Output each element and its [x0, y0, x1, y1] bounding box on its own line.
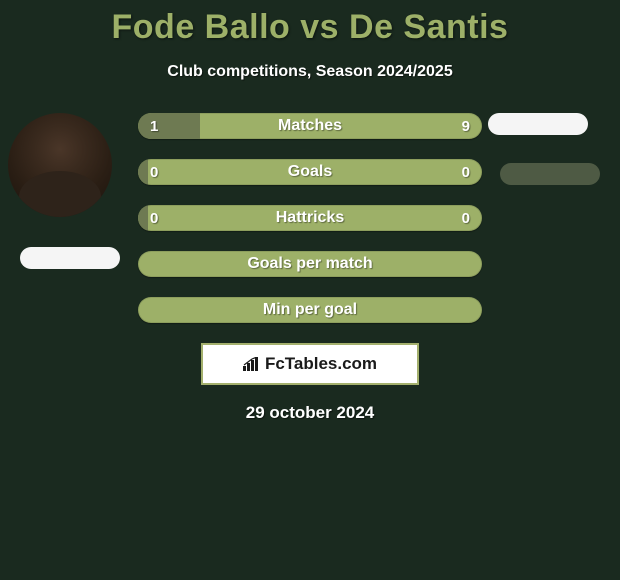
stat-label: Goals per match — [138, 251, 482, 277]
subtitle: Club competitions, Season 2024/2025 — [0, 63, 620, 81]
brand-box[interactable]: FcTables.com — [201, 343, 419, 385]
bar-chart-icon — [243, 357, 261, 371]
stat-bar-goals: 0 Goals 0 — [138, 159, 482, 185]
stat-label: Min per goal — [138, 297, 482, 323]
player-right-badge-1 — [488, 113, 588, 135]
stat-bar-matches: 1 Matches 9 — [138, 113, 482, 139]
stat-label: Matches — [138, 113, 482, 139]
brand-text: FcTables.com — [265, 354, 377, 374]
stat-label: Goals — [138, 159, 482, 185]
comparison-content: 1 Matches 9 0 Goals 0 0 Hattricks 0 Goal… — [0, 113, 620, 423]
stat-label: Hattricks — [138, 205, 482, 231]
player-right-badge-2 — [500, 163, 600, 185]
date-label: 29 october 2024 — [0, 403, 620, 423]
stat-right-value: 0 — [462, 159, 470, 185]
player-left-avatar — [8, 113, 112, 217]
stat-bar-hattricks: 0 Hattricks 0 — [138, 205, 482, 231]
stat-bars: 1 Matches 9 0 Goals 0 0 Hattricks 0 Goal… — [138, 113, 482, 323]
stat-right-value: 9 — [462, 113, 470, 139]
stat-bar-min-per-goal: Min per goal — [138, 297, 482, 323]
player-left-badge — [20, 247, 120, 269]
stat-bar-goals-per-match: Goals per match — [138, 251, 482, 277]
stat-right-value: 0 — [462, 205, 470, 231]
page-title: Fode Ballo vs De Santis — [0, 8, 620, 47]
